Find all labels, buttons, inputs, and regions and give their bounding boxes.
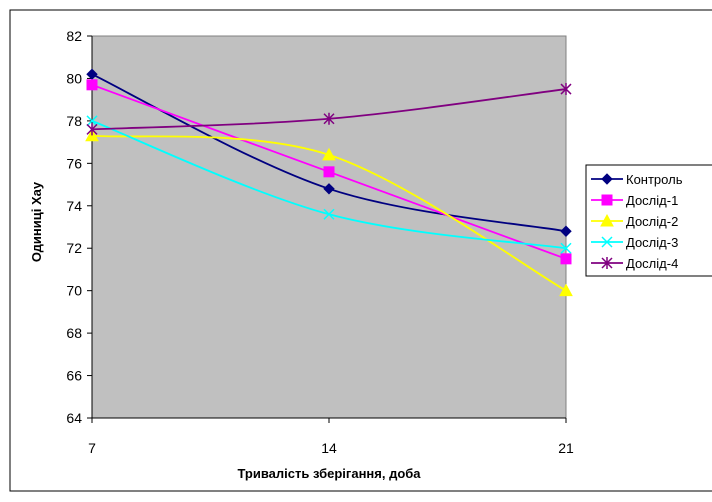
legend-marker [601, 173, 613, 185]
data-point [86, 123, 98, 136]
data-point [323, 166, 335, 178]
data-point [560, 225, 572, 237]
x-tick-label: 21 [558, 440, 574, 456]
legend-label: Дослід-3 [626, 235, 678, 250]
legend-marker [601, 194, 613, 206]
plot-layer: 64 66 68 70 72 74 76 78 80 82 7 14 21 [66, 28, 574, 456]
y-tick-label: 68 [66, 325, 82, 341]
legend-marker [601, 236, 613, 248]
legend-label: Дослід-4 [626, 256, 678, 271]
data-point [560, 83, 572, 96]
data-point [86, 79, 98, 91]
x-tick-label: 14 [321, 440, 337, 456]
data-point [323, 112, 335, 125]
y-tick-label: 74 [66, 198, 82, 214]
data-point [323, 208, 335, 220]
y-tick-label: 70 [66, 283, 82, 299]
legend-label: Дослід-2 [626, 214, 678, 229]
y-tick-label: 64 [66, 410, 82, 426]
data-point [86, 68, 98, 80]
legend-marker [601, 257, 613, 269]
legend: Контроль Дослід-1 Дослід-2 Дослід-3 Дослід-4 [585, 164, 712, 277]
y-axis-title: Одиниці Хау [29, 181, 44, 262]
y-tick-label: 66 [66, 368, 82, 384]
y-tick-label: 78 [66, 113, 82, 129]
legend-marker [600, 213, 614, 227]
y-tick-label: 82 [66, 28, 82, 44]
y-tick-label: 76 [66, 155, 82, 171]
data-point [86, 115, 98, 127]
data-point [560, 242, 572, 254]
x-tick-label: 7 [88, 440, 96, 456]
x-axis-title: Тривалість зберігання, доба [237, 466, 421, 481]
plot-area [91, 35, 567, 419]
y-tick-label: 72 [66, 240, 82, 256]
data-point [559, 283, 573, 297]
y-tick-label: 80 [66, 70, 82, 86]
data-point [323, 183, 335, 195]
data-point [560, 253, 572, 265]
legend-label: Контроль [626, 172, 683, 187]
data-point [322, 147, 336, 161]
legend-label: Дослід-1 [626, 193, 678, 208]
